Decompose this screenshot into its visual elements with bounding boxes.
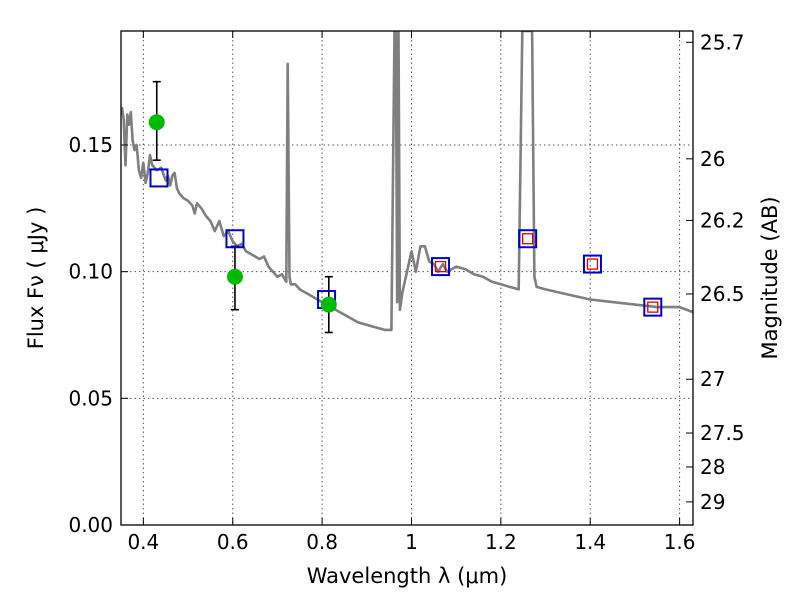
observed-point [148,114,165,131]
inner-red-box [647,301,659,313]
x-tick-label: 1.4 [574,530,606,554]
inner-red-box [522,233,534,245]
x-axis-title: Wavelength λ (μm) [307,564,508,588]
right-tick-label: 25.7 [700,30,745,54]
x-tick-label: 0.4 [127,530,159,554]
right-tick-label: 28 [700,455,725,479]
y-tick-label: 0.05 [68,386,113,410]
y-right-axis-title: Magnitude (AB) [758,196,782,359]
x-tick-label: 1.6 [664,530,696,554]
ticks-layer: 0.4 0.6 0.8 1 1.2 1.4 1.6 0.00 0.05 0.10 0.15 25.7 2… [68,30,744,554]
model-photometry-box [643,297,663,317]
model-photometry-box [582,254,602,274]
model-photometry-box [431,257,451,277]
inner-red-box [586,258,599,270]
right-tick-label: 26.2 [700,208,745,232]
observed-point [226,268,243,285]
x-tick-label: 1.2 [485,530,517,554]
y-tick-label: 0.00 [68,513,113,537]
x-tick-label: 0.8 [306,530,338,554]
y-tick-label: 0.15 [68,133,113,157]
model-spectrum-line [121,31,693,332]
right-tick-label: 27.5 [700,421,745,445]
right-tick-label: 26.5 [700,282,745,306]
right-tick-label: 29 [700,490,725,514]
x-tick-label: 1 [405,530,418,554]
x-tick-label: 0.6 [217,530,249,554]
model-photometry-box [149,168,169,188]
right-tick-label: 26 [700,147,725,171]
model-photometry-box [518,229,538,249]
grid-lines [121,31,693,525]
plot-frame [120,30,694,526]
inner-red-box [434,260,447,273]
right-tick-label: 27 [700,367,725,391]
series-layer [121,31,693,334]
y-axis-title: Flux Fν ( μJy ) [24,207,48,350]
y-tick-label: 0.10 [68,260,113,284]
model-photometry-box [225,229,245,249]
observed-point [320,296,337,313]
